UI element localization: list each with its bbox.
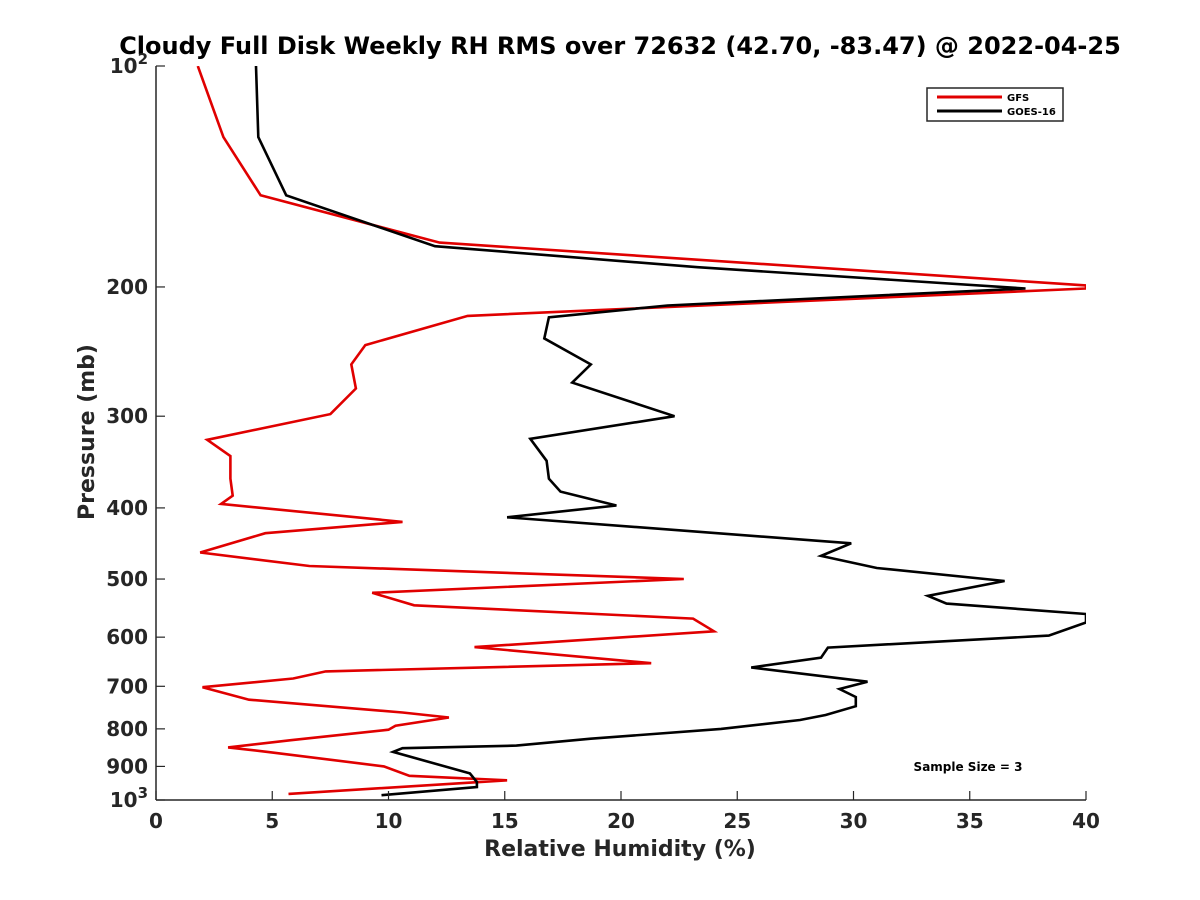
legend: GFS GOES-16 bbox=[926, 87, 1064, 122]
y-tick-label: 600 bbox=[106, 625, 148, 649]
axes-layer: 0 5 10 15 20 25 30 35 40 102 200 300 400 500 600 700 800… bbox=[106, 50, 1100, 833]
y-tick-label: 300 bbox=[106, 404, 148, 428]
y-axis-label: Pressure (mb) bbox=[75, 344, 100, 520]
x-tick-label: 25 bbox=[723, 809, 751, 833]
x-tick-label: 35 bbox=[956, 809, 984, 833]
series-line-gfs bbox=[196, 66, 1086, 796]
y-tick-label: 400 bbox=[106, 496, 148, 520]
legend-box bbox=[926, 87, 1064, 122]
y-tick-label: 103 bbox=[110, 784, 148, 812]
x-tick-label: 5 bbox=[265, 809, 279, 833]
x-tick-label: 15 bbox=[491, 809, 519, 833]
series-layer bbox=[196, 66, 1086, 797]
legend-label-goes16: GOES-16 bbox=[1007, 107, 1056, 118]
plot-area: 0 5 10 15 20 25 30 35 40 102 200 300 400 500 600 700 800… bbox=[106, 50, 1100, 833]
chart-title: Cloudy Full Disk Weekly RH RMS over 7263… bbox=[119, 32, 1121, 60]
series-line-goes16 bbox=[254, 66, 1086, 797]
y-tick-label: 200 bbox=[106, 275, 148, 299]
x-tick-label: 10 bbox=[375, 809, 403, 833]
y-tick-label: 900 bbox=[106, 754, 148, 778]
x-tick-label: 30 bbox=[840, 809, 868, 833]
y-tick-label: 102 bbox=[110, 50, 148, 78]
x-tick-label: 20 bbox=[607, 809, 635, 833]
y-tick-label: 500 bbox=[106, 567, 148, 591]
legend-label-gfs: GFS bbox=[1007, 93, 1029, 104]
sample-size-annotation: Sample Size = 3 bbox=[914, 760, 1023, 774]
x-tick-label: 40 bbox=[1072, 809, 1100, 833]
y-tick-label: 700 bbox=[106, 674, 148, 698]
x-tick-label: 0 bbox=[149, 809, 163, 833]
x-axis-label: Relative Humidity (%) bbox=[484, 837, 756, 862]
y-tick-label: 800 bbox=[106, 717, 148, 741]
